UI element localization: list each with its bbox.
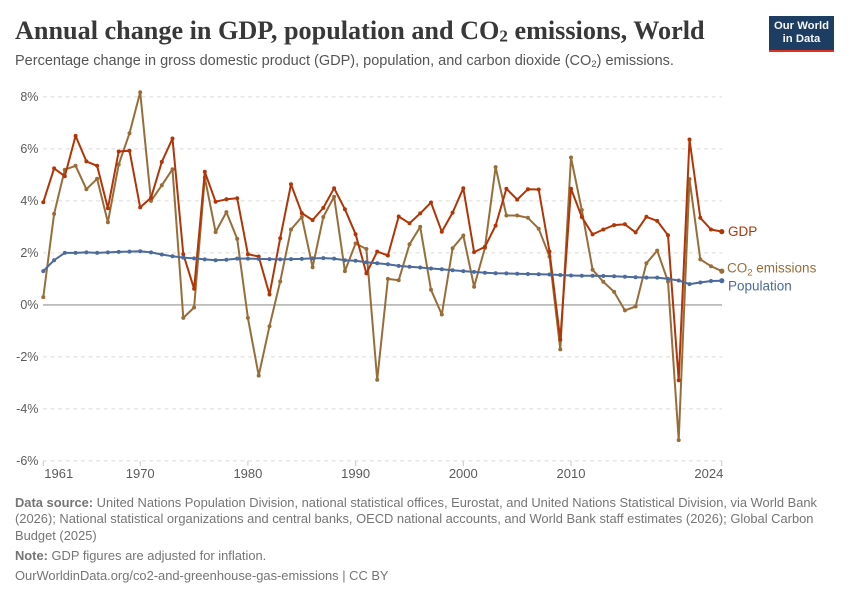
- svg-text:1961: 1961: [44, 466, 73, 481]
- svg-text:Population: Population: [728, 279, 792, 294]
- svg-text:1970: 1970: [126, 466, 155, 481]
- svg-text:4%: 4%: [20, 194, 38, 208]
- svg-text:2024: 2024: [694, 466, 723, 481]
- svg-text:6%: 6%: [20, 142, 38, 156]
- svg-text:-6%: -6%: [16, 454, 38, 468]
- svg-text:-2%: -2%: [16, 350, 38, 364]
- svg-text:CO2 emissions: CO2 emissions: [727, 261, 817, 279]
- svg-text:1980: 1980: [233, 466, 262, 481]
- svg-text:2010: 2010: [557, 466, 586, 481]
- svg-text:8%: 8%: [20, 90, 38, 104]
- svg-text:1990: 1990: [341, 466, 370, 481]
- svg-text:GDP: GDP: [728, 224, 757, 239]
- svg-text:-4%: -4%: [16, 402, 38, 416]
- svg-text:0%: 0%: [20, 298, 38, 312]
- svg-text:2%: 2%: [20, 246, 38, 260]
- svg-text:2000: 2000: [449, 466, 478, 481]
